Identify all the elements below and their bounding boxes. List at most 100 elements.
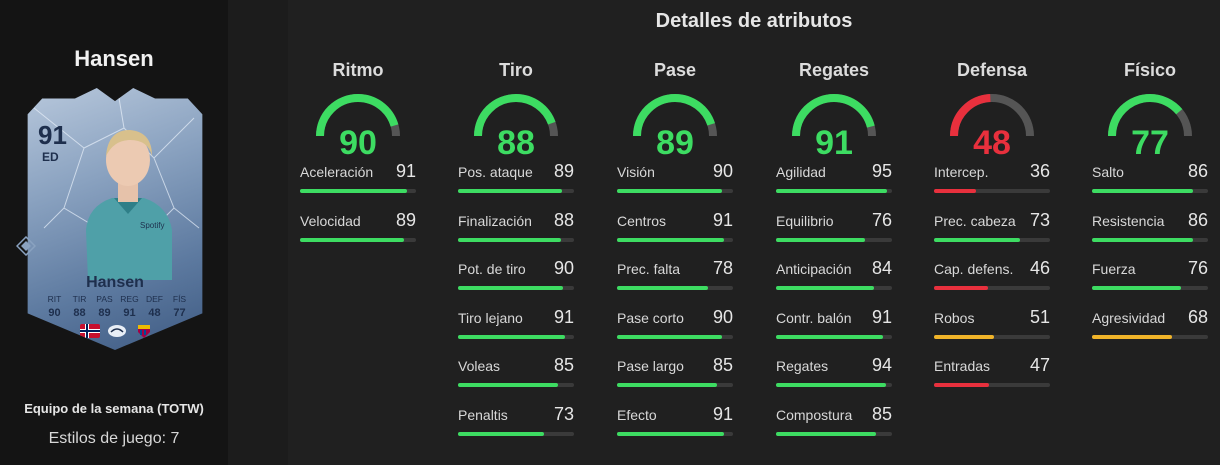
attribute-value: 85 (871, 403, 892, 424)
attribute-value: 86 (1187, 161, 1208, 181)
attribute-name: Pase largo (617, 358, 684, 374)
category-3: Regates 91 Agilidad 95 Equilibrio 76 Anticipac… (776, 60, 892, 455)
attribute-bar-fill (776, 286, 875, 290)
attribute-row: Robos 51 (934, 307, 1050, 359)
attribute-value: 90 (553, 258, 574, 278)
category-title: Pase (653, 60, 697, 80)
attribute-bar (617, 334, 733, 339)
card-stat-value: 77 (173, 307, 186, 319)
attribute-row: Regates 94 (776, 355, 892, 407)
card-stat-label: RIT (47, 294, 62, 304)
liga-f-logo-icon (108, 325, 126, 337)
attribute-row: Penaltis 73 (458, 403, 574, 456)
attribute-row: Efecto 91 (617, 403, 733, 456)
attribute-name: Tiro lejano (458, 309, 523, 326)
attribute-bar (934, 334, 1050, 339)
card-position: ED (42, 150, 59, 164)
attribute-value: 84 (871, 258, 892, 278)
category-title: Defensa (956, 60, 1028, 80)
attribute-bar-fill (300, 237, 405, 242)
player-name-heading: Hansen (74, 46, 154, 71)
attribute-bar-fill (776, 334, 883, 339)
attribute-name: Prec. falta (617, 261, 681, 277)
category-title: Ritmo (332, 60, 384, 80)
attribute-bar (617, 431, 733, 436)
attribute-value: 73 (553, 403, 574, 424)
attribute-value: 86 (1187, 209, 1208, 230)
attribute-name: Cap. defens. (934, 261, 1014, 277)
attribute-bar-fill (458, 431, 544, 436)
attribute-bar (934, 237, 1050, 242)
attribute-bar-fill (617, 237, 724, 242)
attribute-name: Centros (617, 212, 667, 229)
category-2: Pase 89 Visión 90 Centros 91 Prec. falta 78 Pase… (617, 60, 733, 455)
attribute-bar (1092, 237, 1208, 242)
attribute-name: Contr. balón (776, 309, 852, 326)
card-stat-label: FÍS (172, 294, 187, 304)
attribute-value: 91 (553, 306, 574, 327)
attribute-bar-fill (1092, 237, 1193, 242)
attribute-value: 90 (712, 306, 733, 327)
attribute-name: Resistencia (1092, 212, 1165, 229)
category-title: Tiro (499, 60, 533, 80)
attribute-name: Velocidad (300, 212, 361, 229)
attribute-bar (776, 431, 892, 436)
gauge-arc (474, 94, 558, 137)
attribute-value: 76 (871, 209, 892, 230)
attribute-name: Aceleración (300, 164, 374, 180)
attribute-bar (617, 237, 733, 242)
attribute-bar (934, 189, 1050, 193)
attribute-value: 68 (1187, 306, 1208, 327)
attribute-bar-fill (934, 237, 1020, 242)
playstyles-count: Estilos de juego: 7 (48, 430, 180, 447)
attribute-bar (776, 334, 892, 339)
attribute-value: 95 (871, 161, 892, 181)
attribute-bar-fill (617, 383, 717, 387)
card-player-name: Hansen (86, 274, 144, 291)
attribute-value: 36 (1029, 161, 1050, 181)
attribute-bar (458, 189, 574, 193)
attribute-bar-fill (458, 383, 558, 387)
category-rating: 89 (656, 124, 694, 162)
card-badges (80, 324, 154, 338)
attribute-bar-fill (617, 286, 709, 290)
attribute-value: 85 (553, 355, 574, 375)
attribute-value: 85 (712, 355, 733, 375)
attribute-value: 91 (712, 403, 733, 424)
attribute-row: Entradas 47 (934, 355, 1050, 407)
attribute-row: Fuerza 76 (1092, 258, 1208, 310)
club-crest-icon (138, 325, 150, 338)
attribute-name: Agresividad (1092, 309, 1166, 326)
attribute-row: Anticipación 84 (776, 258, 892, 310)
attribute-row: Contr. balón 91 (776, 307, 892, 359)
attribute-bar (776, 286, 892, 290)
player-card[interactable]: Spotify 91 ED Hansen RIT TIR PAS REG DEF… (27, 88, 203, 350)
attribute-bar (776, 189, 892, 193)
attribute-row: Tiro lejano 91 (458, 306, 574, 359)
attribute-bar (458, 237, 574, 242)
attribute-value: 46 (1029, 258, 1050, 278)
attribute-name: Intercep. (934, 164, 989, 180)
attribute-bar-fill (458, 334, 565, 339)
card-stat-value: 90 (48, 307, 61, 319)
card-stat-label: DEF (146, 294, 163, 304)
card-stat-value: 88 (73, 307, 86, 319)
card-stat-value: 89 (98, 307, 111, 319)
attribute-row: Compostura 85 (776, 403, 892, 456)
attribute-name: Equilibrio (776, 212, 834, 229)
attribute-row: Pase corto 90 (617, 306, 733, 359)
attribute-name: Efecto (617, 406, 657, 423)
category-gauge: 90 (300, 84, 416, 164)
attribute-row: Cap. defens. 46 (934, 258, 1050, 310)
gauge-arc (316, 94, 400, 137)
attribute-row: Visión 90 (617, 161, 733, 213)
attribute-bar (300, 189, 416, 193)
attribute-bar (934, 383, 1050, 387)
attribute-row: Agresividad 68 (1092, 306, 1208, 359)
attribute-bar-fill (934, 383, 990, 387)
attribute-bar-fill (776, 431, 876, 436)
attribute-bar (934, 286, 1050, 290)
attribute-bar (776, 237, 892, 242)
card-stat-value: 48 (148, 307, 161, 319)
card-stat-label: TIR (72, 294, 87, 304)
